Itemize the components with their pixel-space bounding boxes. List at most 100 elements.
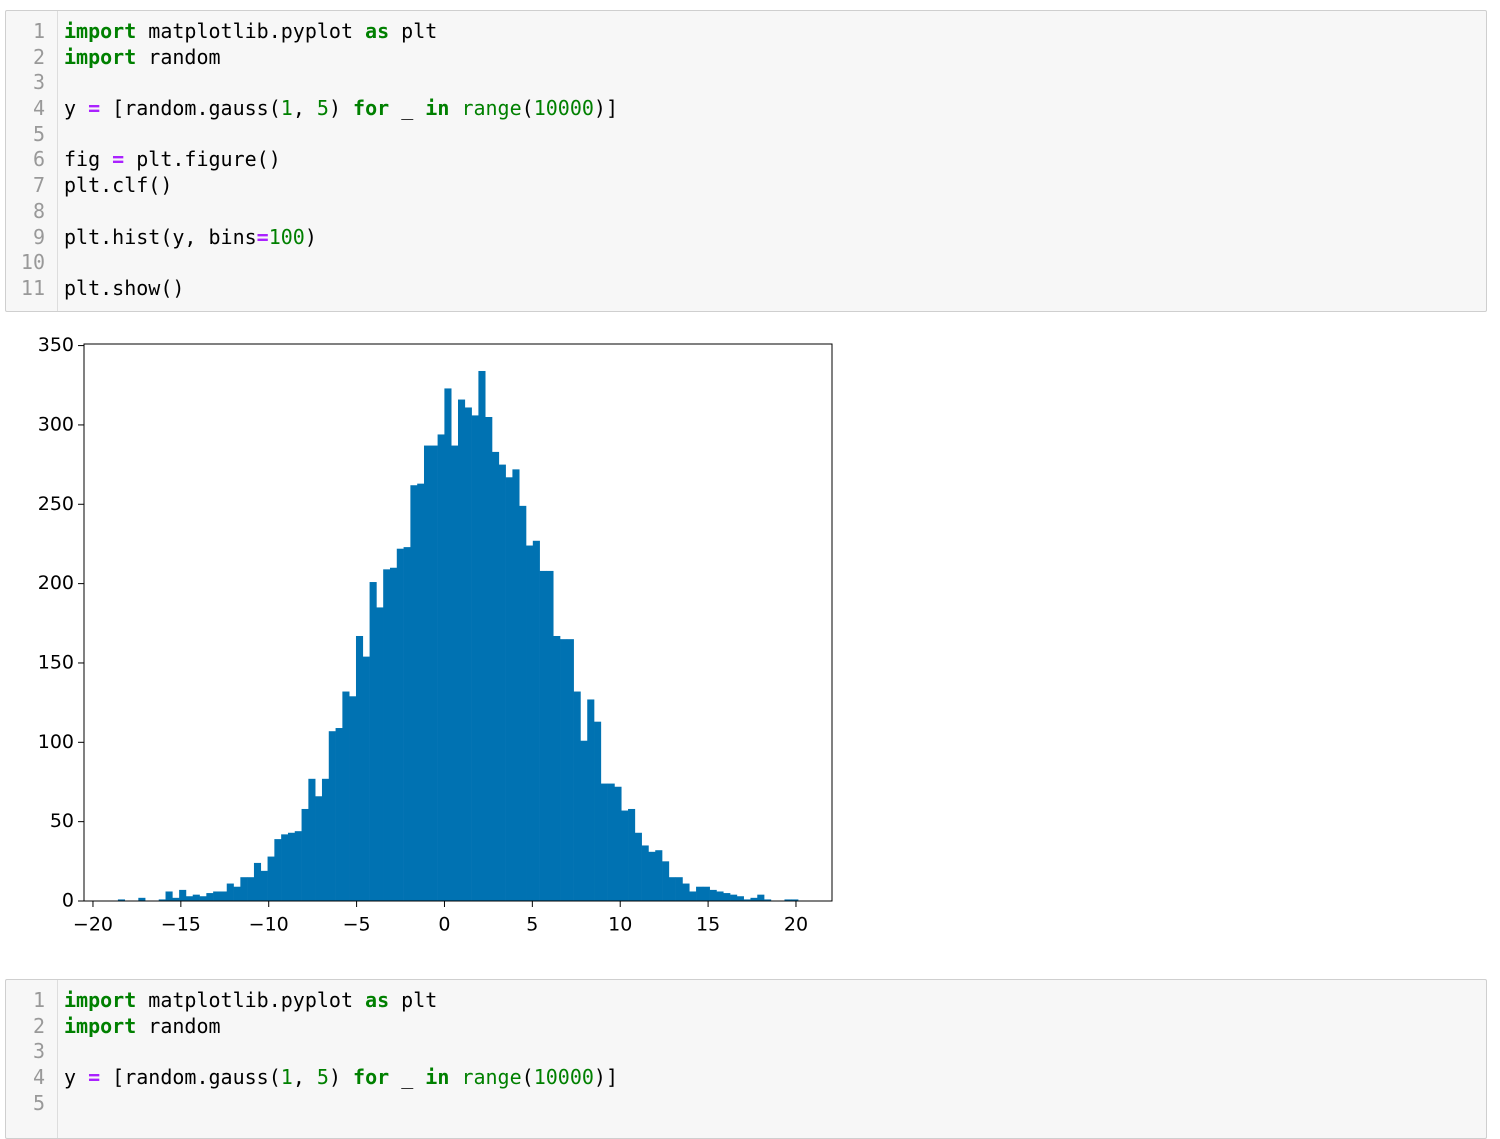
- y-tick-label: 50: [50, 810, 74, 832]
- bar: [219, 891, 228, 901]
- code-line: 11 plt.show(): [6, 276, 1486, 302]
- plot-frame: [83, 343, 833, 902]
- bar: [192, 894, 200, 901]
- code-text: import random: [64, 45, 221, 71]
- code-token: ): [328, 96, 354, 121]
- code-token: =: [88, 1065, 101, 1090]
- code-token: 5: [316, 96, 329, 121]
- line-number: 1: [32, 19, 45, 43]
- line-number: 11: [20, 275, 45, 300]
- bar: [240, 877, 248, 901]
- code-token: [449, 96, 461, 120]
- bar: [423, 445, 432, 901]
- bar: [532, 540, 540, 901]
- bar: [498, 464, 506, 901]
- bar: [791, 899, 799, 901]
- bar: [614, 786, 622, 901]
- code-token: fig: [64, 147, 113, 172]
- bar: [138, 897, 146, 901]
- code-token: as: [365, 19, 390, 43]
- bar: [355, 635, 364, 901]
- code-token: )]: [593, 1065, 619, 1090]
- x-tick-label: −5: [343, 914, 371, 936]
- line-number: 3: [32, 70, 45, 95]
- bar: [389, 567, 398, 901]
- code-token: import: [64, 19, 137, 43]
- code-cell[interactable]: 1 import matplotlib.pyplot as plt 2 import …: [5, 979, 1487, 1139]
- bar: [553, 635, 561, 901]
- code-line: 2 import random: [6, 45, 1486, 71]
- code-token: in: [425, 96, 450, 121]
- code-line: 5: [6, 122, 1486, 148]
- bar: [519, 505, 527, 901]
- code-token: range: [461, 96, 522, 121]
- y-tick-label: 200: [38, 572, 74, 594]
- code-line: 6 fig = plt.figure(): [6, 147, 1486, 173]
- bar: [641, 845, 649, 901]
- gutter: [57, 11, 58, 311]
- line-number: 5: [32, 1090, 45, 1115]
- code-line: 1 import matplotlib.pyplot as plt: [6, 988, 1486, 1014]
- code-token: =: [256, 224, 269, 249]
- code-token: random: [136, 1013, 221, 1038]
- bar: [621, 810, 629, 901]
- code-line: 5: [6, 1091, 1486, 1117]
- code-line: 2 import random: [6, 1014, 1486, 1040]
- code-token: )]: [593, 96, 619, 121]
- x-tick-label: 0: [438, 914, 450, 936]
- code-token: _: [389, 1065, 426, 1090]
- x-tick-label: −15: [161, 914, 201, 936]
- bar: [444, 388, 452, 901]
- code-token: plt.clf(): [64, 173, 173, 198]
- bar: [213, 891, 221, 901]
- code-line: 3: [6, 1039, 1486, 1065]
- x-tick-label: 15: [696, 914, 720, 936]
- line-number: 1: [32, 988, 45, 1012]
- code-line: 10: [6, 250, 1486, 276]
- bar: [546, 570, 554, 901]
- code-token: plt.show(): [64, 275, 185, 300]
- code-token: =: [112, 147, 125, 172]
- notebook: 1 import matplotlib.pyplot as plt 2 import …: [5, 10, 1487, 1139]
- code-token: [random.gauss(: [100, 1065, 281, 1090]
- bar: [451, 445, 459, 901]
- code-token: random: [136, 44, 221, 69]
- code-token: _: [389, 96, 426, 121]
- bar: [702, 886, 710, 901]
- code-token: ): [304, 224, 317, 249]
- code-cell[interactable]: 1 import matplotlib.pyplot as plt 2 import …: [5, 10, 1487, 312]
- bar: [784, 899, 792, 901]
- code-token: for: [353, 1065, 390, 1090]
- bar: [185, 896, 194, 901]
- line-number: 8: [32, 198, 45, 223]
- code-token: as: [365, 988, 390, 1012]
- bar: [526, 545, 534, 901]
- code-token: plt: [389, 988, 438, 1012]
- code-token: ): [328, 1065, 354, 1090]
- bar: [560, 639, 568, 901]
- bar: [328, 731, 336, 901]
- code-token: import: [64, 44, 137, 69]
- bar: [362, 656, 370, 901]
- x-tick-label: −10: [249, 914, 289, 936]
- bar: [315, 796, 323, 901]
- code-line: 7 plt.clf(): [6, 173, 1486, 199]
- code-token: 5: [316, 1065, 329, 1090]
- bar: [668, 877, 676, 901]
- code-token: y: [64, 1065, 89, 1090]
- bar: [743, 899, 751, 901]
- line-number: 4: [32, 96, 45, 121]
- bar: [458, 399, 466, 901]
- code-token: in: [425, 1065, 450, 1090]
- code-line: 3: [6, 70, 1486, 96]
- bar: [430, 445, 438, 901]
- bar: [274, 839, 282, 901]
- bar: [696, 886, 704, 901]
- bar: [566, 639, 574, 901]
- bar: [410, 485, 418, 901]
- line-number: 2: [32, 44, 45, 69]
- code-token: (: [521, 1065, 534, 1090]
- line-number: 6: [32, 147, 45, 172]
- line-number: 7: [32, 173, 45, 198]
